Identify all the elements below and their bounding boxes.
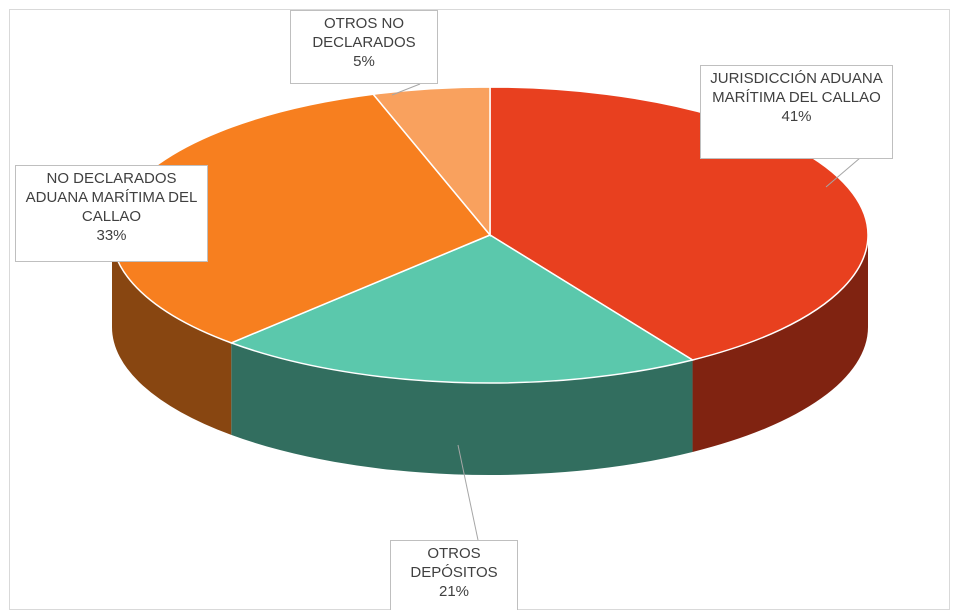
category-label: NO DECLARADOS ADUANA MARÍTIMA DEL CALLAO [25,170,198,225]
category-label: OTROS DEPÓSITOS [410,545,498,581]
value-label: 21% [438,583,470,600]
pie-side [692,235,868,452]
data-label: OTROS DEPÓSITOS 21% [390,540,518,610]
leader-line [391,83,421,96]
category-label: JURISDICCIÓN ADUANA MARÍTIMA DEL CALLAO [710,70,883,106]
leader-line [825,157,861,188]
value-label: 41% [781,108,812,125]
value-label: 5% [353,53,375,70]
data-label: NO DECLARADOS ADUANA MARÍTIMA DEL CALLAO… [15,165,208,262]
pie-side [231,342,693,476]
pie-slice [229,234,695,384]
pie-slice [371,86,491,238]
pie-side [112,235,232,435]
category-label: OTROS NO DECLARADOS [312,15,416,51]
data-label: JURISDICCIÓN ADUANA MARÍTIMA DEL CALLAO 4… [700,65,893,159]
data-label: OTROS NO DECLARADOS 5% [290,10,438,84]
value-label: 33% [96,227,127,244]
leader-line [457,444,479,541]
